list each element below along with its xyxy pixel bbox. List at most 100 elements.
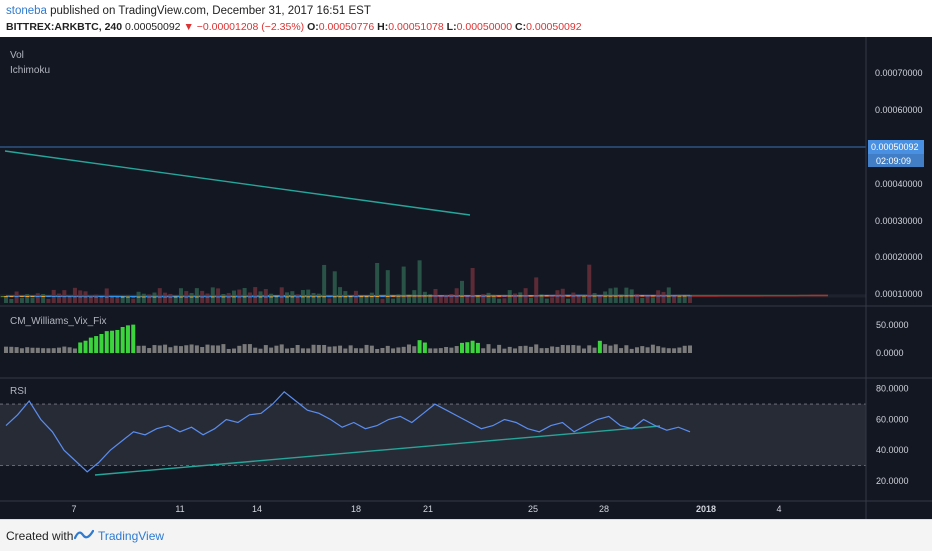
time-tick-label: 14	[252, 504, 262, 514]
vix-bar	[460, 342, 464, 353]
candle-body	[317, 296, 321, 298]
vix-bar	[491, 348, 496, 353]
vix-axis[interactable]: 50.0000 0.0000	[876, 320, 909, 358]
candle-body	[375, 295, 379, 297]
vix-bar	[688, 345, 692, 353]
price-trendline[interactable]	[4, 150, 471, 216]
vix-bar	[295, 345, 300, 353]
volume-bar	[178, 288, 183, 303]
vix-bar	[332, 346, 337, 353]
volume-bar	[507, 290, 512, 303]
price-panel: Vol Ichimoku	[0, 37, 866, 305]
vix-bar	[290, 347, 295, 353]
volume-bar	[375, 263, 380, 303]
vix-bar	[640, 346, 645, 353]
vix-bar	[608, 345, 613, 353]
vix-bar	[157, 345, 162, 353]
vix-bar	[369, 345, 374, 353]
volume-bar	[141, 293, 146, 303]
vix-bar	[136, 345, 141, 353]
vix-bar	[645, 347, 650, 353]
volume-bar	[322, 264, 327, 303]
price-axis[interactable]: 0.00070000 0.00060000 0.00040000 0.00030…	[868, 68, 924, 299]
volume-bar	[550, 297, 555, 303]
indicator-label-ichimoku[interactable]: Ichimoku	[10, 65, 50, 76]
candle-body	[73, 296, 77, 298]
volume-bar	[131, 298, 136, 303]
volume-bar	[115, 298, 120, 303]
volume-bar	[332, 271, 337, 303]
candle-body	[216, 296, 220, 298]
vix-title[interactable]: CM_Williams_Vix_Fix	[10, 316, 107, 327]
vix-bar	[677, 347, 682, 353]
volume-bar	[327, 298, 332, 303]
vix-bar	[534, 344, 539, 353]
volume-bar	[221, 294, 226, 303]
volume-bar	[247, 292, 252, 303]
candle-body	[295, 296, 300, 298]
candle-body	[370, 296, 374, 298]
price-tick-label: 0.00010000	[875, 289, 923, 299]
vix-bar	[285, 348, 290, 353]
candle-body	[200, 296, 204, 298]
vix-bar	[83, 340, 88, 353]
volume-bar	[640, 297, 645, 303]
vix-bar	[4, 346, 8, 353]
vix-bar	[481, 348, 486, 353]
tradingview-brand-link[interactable]: TradingView	[98, 529, 165, 543]
candle-body	[492, 295, 496, 297]
candle-body	[258, 296, 263, 298]
vix-bar	[14, 347, 19, 353]
volume-bar	[497, 298, 502, 303]
volume-bar	[449, 293, 454, 303]
candle-body	[253, 296, 258, 298]
candle-body	[126, 296, 130, 298]
rsi-trendline[interactable]	[94, 425, 661, 476]
volume-bar	[566, 298, 571, 303]
vix-bar	[25, 347, 30, 353]
vix-bar	[396, 347, 401, 353]
volume-bar	[465, 297, 470, 303]
time-axis[interactable]: 7 11 14 18 21 25 28 2018 4	[71, 504, 781, 514]
vix-bar	[634, 347, 639, 353]
vix-bar	[237, 345, 242, 353]
volume-bar	[544, 298, 549, 303]
vix-bar	[311, 344, 316, 353]
vix-bar	[497, 344, 502, 353]
tradingview-logo-icon[interactable]	[74, 527, 94, 543]
rsi-axis[interactable]: 80.0000 60.0000 40.0000 20.0000	[876, 384, 909, 486]
vix-bar	[232, 348, 236, 353]
volume-bar	[348, 297, 353, 303]
candle-body	[41, 295, 45, 297]
candle-body	[412, 295, 417, 297]
footer: Created with TradingView	[0, 519, 932, 551]
rsi-tick-label: 80.0000	[876, 384, 909, 394]
volume-bar	[592, 293, 597, 303]
volume-bar	[35, 293, 40, 303]
candle-body	[348, 296, 353, 298]
volume-bar	[338, 287, 343, 303]
author-name[interactable]: stoneba	[6, 5, 47, 17]
rsi-line	[5, 390, 691, 473]
candle-body	[401, 295, 406, 297]
candle-body	[364, 296, 369, 298]
volume-bar	[364, 296, 369, 303]
candle-body	[481, 295, 486, 297]
vix-bar	[348, 345, 353, 353]
candle-body	[518, 295, 523, 297]
candle-body	[449, 295, 454, 297]
vix-bar	[147, 348, 152, 353]
candle-body	[555, 295, 560, 297]
volume-bar	[295, 294, 300, 303]
candle-body	[285, 296, 289, 298]
chart-canvas[interactable]: Vol Ichimoku CM_Williams_Vix_Fix RSI 0.0…	[0, 37, 932, 519]
candle-body	[136, 296, 141, 298]
volume-bar	[481, 294, 486, 303]
vix-bar	[502, 348, 507, 353]
rsi-title[interactable]: RSI	[10, 386, 27, 397]
vix-bar	[99, 333, 104, 353]
volume-bar	[189, 293, 194, 303]
indicator-label-vol[interactable]: Vol	[10, 50, 24, 61]
candle-body	[306, 296, 311, 298]
